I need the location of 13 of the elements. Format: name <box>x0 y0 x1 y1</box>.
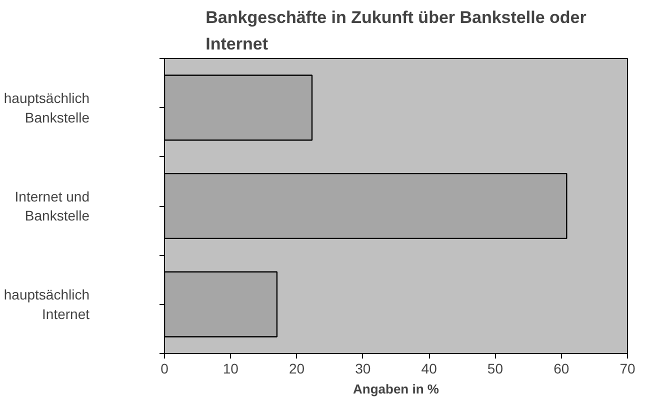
chart-title: Bankgeschäfte in Zukunft über Bankstelle oder Internet <box>206 8 587 54</box>
x-tick-label: 70 <box>620 360 636 376</box>
x-tick-label: 30 <box>355 360 371 376</box>
x-tick-label: 20 <box>289 360 305 376</box>
x-tick-label: 0 <box>160 360 169 376</box>
x-axis-title: Angaben in % <box>353 382 440 396</box>
x-tick-label: 60 <box>554 360 570 376</box>
y-tick-label: hauptsächlich Internet <box>4 286 90 322</box>
y-tick-label: hauptsächlich Bankstelle <box>4 90 90 126</box>
x-tick-label: 50 <box>487 360 504 376</box>
y-tick-label: Internet und Bankstelle <box>14 188 90 224</box>
x-tick-label: 40 <box>421 360 438 376</box>
x-tick-label: 10 <box>222 360 239 376</box>
